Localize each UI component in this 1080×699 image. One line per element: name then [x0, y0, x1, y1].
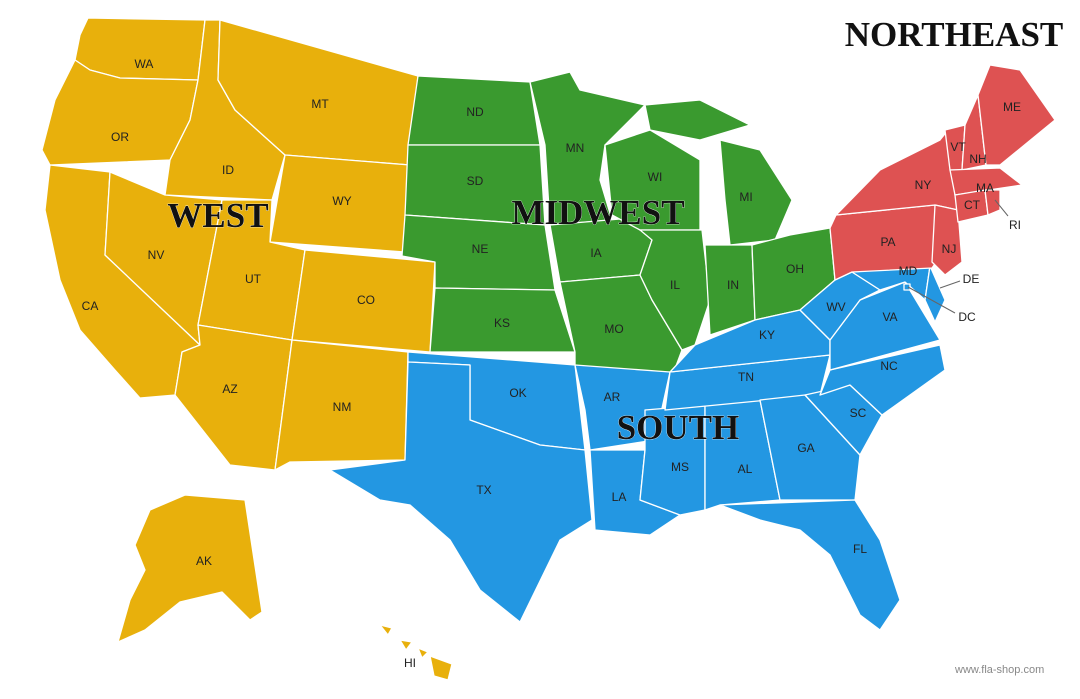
state-label: MO [604, 322, 623, 336]
state-label: NC [880, 359, 898, 373]
leader-line [907, 286, 956, 314]
state-il[interactable] [639, 229, 711, 351]
state-label: UT [245, 272, 262, 286]
state-label: WV [826, 300, 845, 314]
state-label: NE [472, 242, 489, 256]
state-shape[interactable] [417, 647, 429, 659]
leader-line [939, 280, 961, 289]
state-shape[interactable] [759, 394, 861, 501]
state-ny[interactable] [835, 129, 959, 216]
state-label: CO [357, 293, 375, 307]
state-ak[interactable] [117, 494, 263, 643]
state-shape[interactable] [274, 339, 409, 471]
state-label: DE [963, 272, 980, 286]
state-shape[interactable] [644, 99, 751, 141]
state-label: AK [196, 554, 212, 568]
state-label: GA [797, 441, 814, 455]
state-ri[interactable] [984, 189, 1001, 216]
region-label-northeast: NORTHEAST [845, 15, 1064, 54]
state-de[interactable] [924, 265, 946, 323]
state-hi[interactable] [379, 624, 453, 681]
state-fl[interactable] [719, 499, 901, 631]
state-shape[interactable] [429, 655, 453, 681]
state-label: ND [466, 105, 484, 119]
state-nj[interactable] [931, 204, 963, 276]
state-ma[interactable] [949, 167, 1023, 196]
state-shape[interactable] [977, 64, 1056, 166]
state-label: FL [853, 542, 867, 556]
state-label: KS [494, 316, 510, 330]
state-label: CA [82, 299, 99, 313]
state-shape[interactable] [399, 639, 413, 651]
state-label: DC [958, 310, 976, 324]
state-shape[interactable] [529, 71, 646, 226]
state-shape[interactable] [117, 494, 263, 643]
state-label: OR [111, 130, 129, 144]
state-shape[interactable] [719, 499, 901, 631]
state-shape[interactable] [329, 361, 593, 623]
state-label: OH [786, 262, 804, 276]
state-shape[interactable] [639, 229, 711, 351]
state-shape[interactable] [379, 624, 393, 636]
state-label: TX [476, 483, 491, 497]
state-shape[interactable] [835, 129, 959, 216]
state-label: HI [404, 656, 416, 670]
state-mn[interactable] [529, 71, 646, 226]
state-label: PA [880, 235, 895, 249]
state-label: WI [648, 170, 663, 184]
state-label: AR [604, 390, 621, 404]
state-label: KY [759, 328, 775, 342]
state-tx[interactable] [329, 361, 593, 623]
state-shape[interactable] [719, 139, 793, 246]
state-shape[interactable] [924, 265, 946, 323]
state-label: SD [467, 174, 484, 188]
region-label-west: WEST [167, 196, 268, 235]
state-label: MD [899, 264, 918, 278]
state-label: LA [612, 490, 627, 504]
credit-text: www.fla-shop.com [955, 664, 1045, 676]
state-label: AL [738, 462, 753, 476]
region-label-south: SOUTH [617, 408, 740, 447]
state-label: VA [882, 310, 897, 324]
state-label: AZ [222, 382, 237, 396]
state-label: OK [509, 386, 526, 400]
state-label: MS [671, 460, 689, 474]
state-label: NJ [942, 242, 957, 256]
state-label: NV [148, 248, 165, 262]
state-label: ID [222, 163, 234, 177]
state-nm[interactable] [274, 339, 409, 471]
state-shape[interactable] [949, 167, 1023, 196]
state-label: SC [850, 406, 867, 420]
state-dc[interactable] [903, 283, 911, 291]
state-label: MN [566, 141, 585, 155]
state-label: WA [135, 57, 154, 71]
state-shape[interactable] [903, 283, 911, 291]
state-label: IL [670, 278, 680, 292]
state-me[interactable] [977, 64, 1056, 166]
state-mi[interactable] [644, 99, 793, 246]
state-label: MT [311, 97, 329, 111]
state-label: VT [950, 140, 966, 154]
state-shape[interactable] [984, 189, 1001, 216]
state-label: TN [738, 370, 754, 384]
state-label: IA [590, 246, 601, 260]
state-ga[interactable] [759, 394, 861, 501]
state-label: RI [1009, 218, 1021, 232]
state-label: CT [964, 198, 981, 212]
state-label: NY [915, 178, 932, 192]
state-label: MI [739, 190, 752, 204]
leader-line [994, 199, 1009, 217]
state-label: ME [1003, 100, 1021, 114]
region-label-midwest: MIDWEST [511, 193, 684, 232]
state-label: NM [333, 400, 352, 414]
state-label: NH [969, 152, 986, 166]
state-label: MA [976, 181, 994, 195]
state-label: IN [727, 278, 739, 292]
state-shape[interactable] [931, 204, 963, 276]
state-label: WY [332, 194, 351, 208]
